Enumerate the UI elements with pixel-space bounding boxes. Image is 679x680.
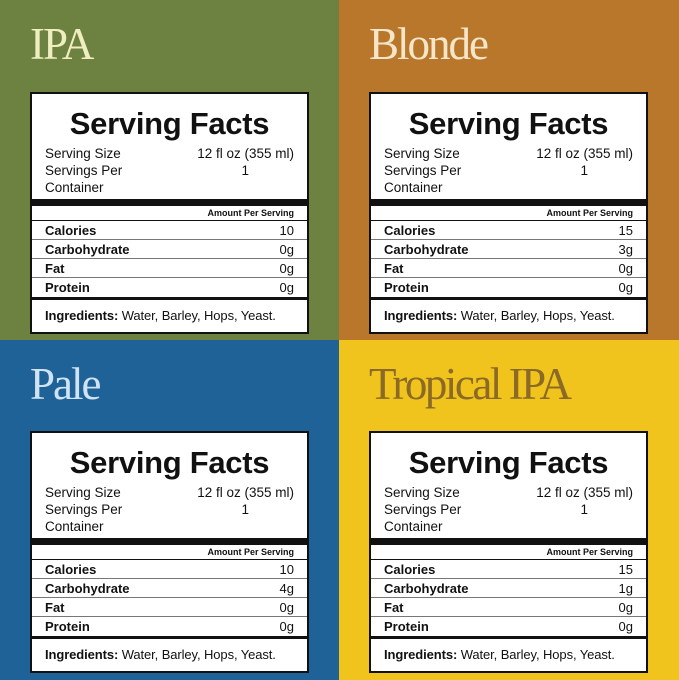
serving-size-label: Serving Size	[45, 485, 121, 500]
serving-size-value: 12 fl oz (355 ml)	[197, 146, 294, 161]
protein-label: Protein	[384, 619, 429, 634]
serving-size-value: 12 fl oz (355 ml)	[536, 146, 633, 161]
ingredients: Ingredients: Water, Barley, Hops, Yeast.	[45, 300, 294, 332]
ingredients-value: Water, Barley, Hops, Yeast.	[118, 308, 276, 323]
beer-name: Pale	[30, 359, 101, 409]
protein-value: 0g	[279, 619, 294, 634]
calories-value: 10	[279, 223, 294, 238]
beer-name: Blonde	[369, 19, 489, 69]
thick-divider	[371, 538, 646, 545]
serving-facts-title: Serving Facts	[69, 106, 270, 141]
servings-per-container-label: Servings Per Container	[384, 502, 462, 534]
serving-size-value: 12 fl oz (355 ml)	[197, 485, 294, 500]
serving-size-label: Serving Size	[384, 485, 460, 500]
amount-per-serving: Amount Per Serving	[371, 545, 646, 560]
ingredients-label: Ingredients:	[45, 647, 119, 662]
fat-label: Fat	[384, 600, 404, 615]
servings-per-container-label: Servings Per Container	[45, 163, 123, 195]
protein-label: Protein	[45, 619, 90, 634]
serving-facts-label: Serving Facts Serving Size 12 fl oz (355 …	[369, 431, 648, 673]
calories-value: 15	[618, 562, 633, 577]
ingredients-label: Ingredients:	[384, 647, 458, 662]
ingredients-label: Ingredients:	[45, 308, 119, 323]
carbohydrate-label: Carbohydrate	[384, 242, 469, 257]
serving-facts-label: Serving Facts Serving Size 12 fl oz (355 …	[30, 92, 309, 334]
ingredients-value: Water, Barley, Hops, Yeast.	[457, 647, 615, 662]
serving-size-value: 12 fl oz (355 ml)	[536, 485, 633, 500]
serving-facts-label: Serving Facts Serving Size 12 fl oz (355 …	[369, 92, 648, 334]
calories-value: 15	[618, 223, 633, 238]
serving-facts-title: Serving Facts	[408, 106, 609, 141]
protein-label: Protein	[45, 280, 90, 295]
servings-per-container-value: 1	[241, 163, 249, 178]
thick-divider	[32, 199, 307, 206]
ingredients: Ingredients: Water, Barley, Hops, Yeast.	[384, 639, 633, 671]
amount-per-serving: Amount Per Serving	[371, 206, 646, 221]
thick-divider	[371, 199, 646, 206]
serving-facts-title: Serving Facts	[408, 445, 609, 480]
fat-value: 0g	[618, 261, 633, 276]
fat-label: Fat	[45, 600, 65, 615]
beer-name: Tropical IPA	[369, 359, 572, 409]
carbohydrate-label: Carbohydrate	[45, 242, 130, 257]
calories-label: Calories	[384, 223, 436, 238]
amount-per-serving: Amount Per Serving	[32, 545, 307, 560]
protein-value: 0g	[618, 619, 633, 634]
fat-label: Fat	[45, 261, 65, 276]
fat-value: 0g	[618, 600, 633, 615]
carbohydrate-value: 1g	[618, 581, 633, 596]
servings-per-container-value: 1	[580, 502, 588, 517]
beer-panel-tropical-ipa: Tropical IPA Serving Facts Serving Size 1…	[339, 340, 679, 680]
calories-label: Calories	[384, 562, 436, 577]
ingredients-value: Water, Barley, Hops, Yeast.	[457, 308, 615, 323]
fat-label: Fat	[384, 261, 404, 276]
ingredients: Ingredients: Water, Barley, Hops, Yeast.	[384, 300, 633, 332]
serving-size-label: Serving Size	[384, 146, 460, 161]
beer-panel-pale: Pale Serving Facts Serving Size 12 fl oz …	[0, 340, 339, 680]
carbohydrate-label: Carbohydrate	[45, 581, 130, 596]
servings-per-container-value: 1	[241, 502, 249, 517]
beer-name: IPA	[30, 19, 94, 69]
calories-value: 10	[279, 562, 294, 577]
protein-value: 0g	[618, 280, 633, 295]
serving-size-label: Serving Size	[45, 146, 121, 161]
ingredients-label: Ingredients:	[384, 308, 458, 323]
calories-label: Calories	[45, 562, 97, 577]
serving-facts-title: Serving Facts	[69, 445, 270, 480]
servings-per-container-value: 1	[580, 163, 588, 178]
amount-per-serving: Amount Per Serving	[32, 206, 307, 221]
carbohydrate-label: Carbohydrate	[384, 581, 469, 596]
carbohydrate-value: 0g	[279, 242, 294, 257]
protein-value: 0g	[279, 280, 294, 295]
ingredients: Ingredients: Water, Barley, Hops, Yeast.	[45, 639, 294, 671]
servings-per-container-label: Servings Per Container	[384, 163, 462, 195]
ingredients-value: Water, Barley, Hops, Yeast.	[118, 647, 276, 662]
carbohydrate-value: 4g	[279, 581, 294, 596]
serving-facts-label: Serving Facts Serving Size 12 fl oz (355 …	[30, 431, 309, 673]
carbohydrate-value: 3g	[618, 242, 633, 257]
servings-per-container-label: Servings Per Container	[45, 502, 123, 534]
beer-panel-blonde: Blonde Serving Facts Serving Size 12 fl o…	[339, 0, 679, 340]
protein-label: Protein	[384, 280, 429, 295]
beer-panel-ipa: IPA Serving Facts Serving Size 12 fl oz (…	[0, 0, 339, 340]
fat-value: 0g	[279, 261, 294, 276]
calories-label: Calories	[45, 223, 97, 238]
fat-value: 0g	[279, 600, 294, 615]
thick-divider	[32, 538, 307, 545]
